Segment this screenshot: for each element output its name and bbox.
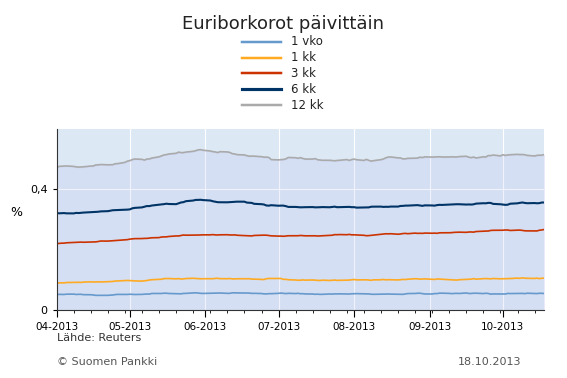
3 kk [56,241,62,246]
1 kk [75,280,82,285]
6 kk [344,205,350,209]
Line: 6 kk: 6 kk [57,200,544,214]
1 kk [436,277,443,281]
3 kk [541,227,548,232]
12 kk [75,165,82,169]
Text: 6 kk: 6 kk [291,83,316,96]
1 kk [56,280,62,285]
12 kk [56,164,62,169]
1 vko [75,292,82,297]
6 kk [541,200,548,205]
12 kk [336,158,343,163]
Line: 1 kk: 1 kk [57,278,544,283]
6 kk [197,197,204,202]
1 kk [507,276,514,281]
12 kk [197,147,204,152]
1 vko [541,291,548,296]
6 kk [70,211,77,216]
6 kk [78,211,84,215]
1 vko [344,292,350,296]
1 vko [446,291,452,296]
1 vko [192,291,199,295]
6 kk [517,201,523,205]
12 kk [541,152,548,156]
12 kk [429,155,435,160]
1 vko [97,293,104,297]
1 kk [421,277,428,281]
1 vko [431,291,438,296]
Text: 3 kk: 3 kk [291,67,316,80]
3 kk [75,240,82,245]
Text: Lähde: Reuters: Lähde: Reuters [57,333,141,342]
3 kk [53,241,60,246]
1 vko [53,292,60,297]
Line: 12 kk: 12 kk [57,150,544,167]
12 kk [438,155,445,159]
1 kk [334,278,341,283]
12 kk [514,152,521,156]
Text: © Suomen Pankki: © Suomen Pankki [57,357,157,367]
Text: 1 vko: 1 vko [291,35,323,48]
Text: Euriborkorot päivittäin: Euriborkorot päivittäin [183,15,384,33]
Text: 18.10.2013: 18.10.2013 [458,357,522,367]
3 kk [421,231,428,235]
3 kk [334,232,341,237]
1 kk [519,276,526,280]
Y-axis label: %: % [10,206,22,219]
Line: 3 kk: 3 kk [57,229,544,243]
3 kk [507,228,514,233]
1 kk [53,281,60,285]
Text: 1 kk: 1 kk [291,51,316,64]
6 kk [56,211,62,215]
1 kk [541,276,548,280]
Text: 12 kk: 12 kk [291,99,323,112]
3 kk [436,231,443,235]
6 kk [446,202,452,207]
12 kk [53,165,60,170]
6 kk [431,203,438,208]
1 vko [517,291,523,296]
1 vko [56,292,62,297]
6 kk [53,211,60,215]
Line: 1 vko: 1 vko [57,293,544,295]
